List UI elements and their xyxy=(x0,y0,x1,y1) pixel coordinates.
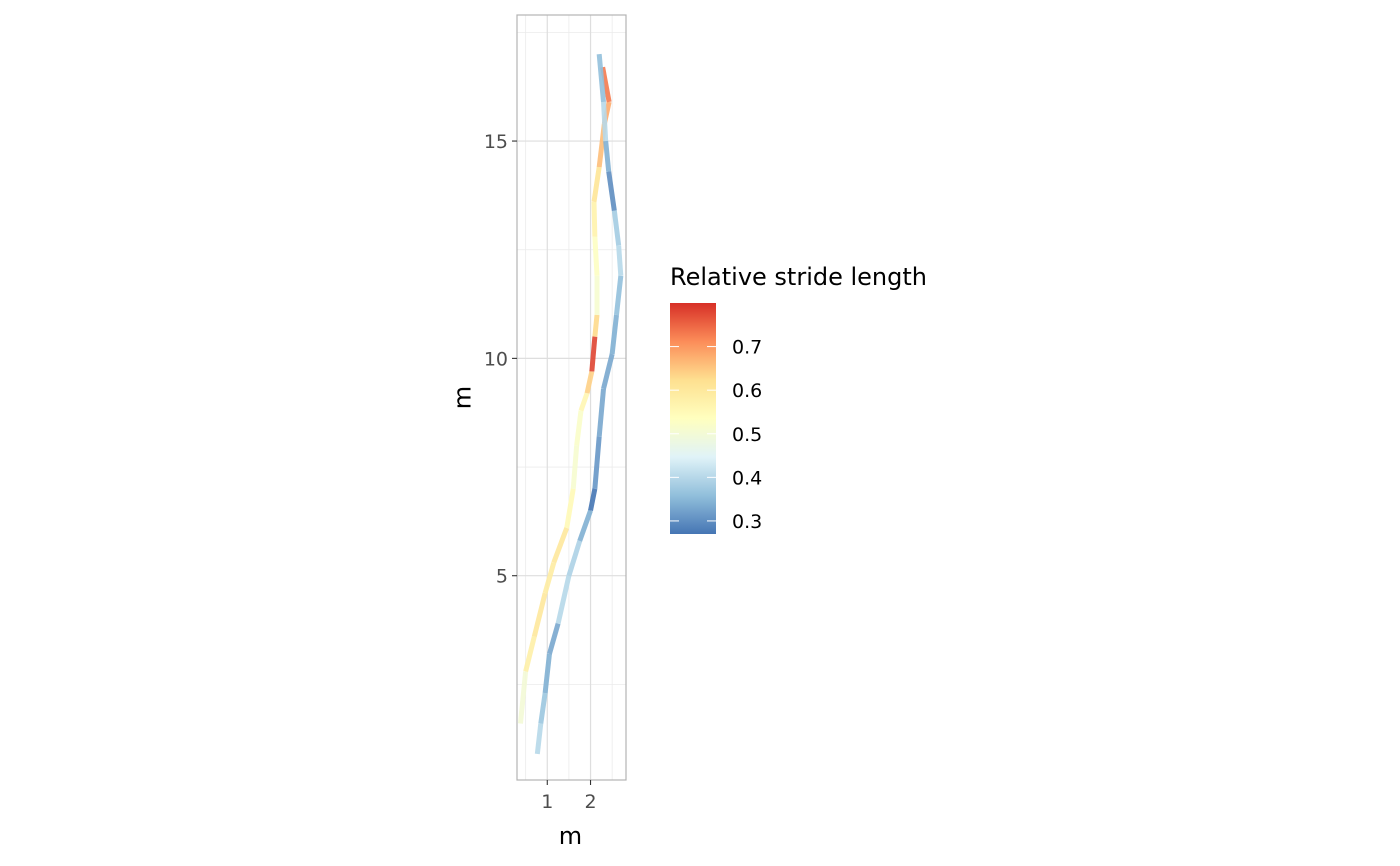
trackway-segment xyxy=(523,635,537,672)
trackway-segment xyxy=(542,653,552,694)
y-axis-ticks: 5 10 15 xyxy=(484,131,517,588)
legend-colorbar xyxy=(670,303,716,534)
x-tick-label: 2 xyxy=(584,791,596,813)
trackway-segment xyxy=(609,314,619,355)
y-tick-label: 15 xyxy=(484,131,508,153)
trackway-segment xyxy=(606,171,617,211)
trackway-segment xyxy=(538,692,548,724)
trackway-segment xyxy=(603,140,612,172)
trackway-segment xyxy=(592,236,600,276)
trackway-segment xyxy=(566,540,583,577)
y-axis-title: m xyxy=(448,386,476,409)
trackway-segment xyxy=(596,388,606,437)
legend-label: 0.3 xyxy=(732,511,762,533)
trackway-2 xyxy=(534,53,624,755)
trackway-segment xyxy=(613,275,624,316)
trackway-segment xyxy=(611,210,622,246)
legend-label: 0.6 xyxy=(732,380,762,402)
legend: Relative stride length 0.3 0.4 0.5 0.6 0.7 xyxy=(670,263,927,534)
panel-border xyxy=(516,14,627,781)
legend-label: 0.5 xyxy=(732,424,762,446)
trackway-segment xyxy=(591,201,598,237)
legend-ticks: 0.3 0.4 0.5 0.6 0.7 xyxy=(670,337,762,533)
legend-title: Relative stride length xyxy=(670,263,927,291)
trackway-1 xyxy=(517,66,612,724)
trackway-segment xyxy=(591,166,602,203)
x-axis-title: m xyxy=(559,822,582,850)
trackway-segment xyxy=(547,622,561,655)
trackway-segment xyxy=(589,336,598,372)
trackway-paths xyxy=(517,53,624,755)
legend-label: 0.7 xyxy=(732,337,762,359)
trackway-segment xyxy=(592,436,602,489)
trackway-segment xyxy=(584,370,595,394)
trackway-segment xyxy=(601,101,609,142)
trackway-segment xyxy=(542,561,557,594)
trackway-segment xyxy=(577,509,593,542)
trackway-segment xyxy=(564,488,576,529)
trackway-segment xyxy=(531,592,548,638)
x-tick-label: 1 xyxy=(541,791,553,813)
trackway-segment xyxy=(551,527,570,564)
trackway-segment xyxy=(578,392,590,412)
trackway-segment xyxy=(574,410,584,446)
trackway-segment xyxy=(592,314,600,337)
trackway-segment xyxy=(600,66,612,103)
legend-label: 0.4 xyxy=(732,467,762,489)
trackway-segment xyxy=(555,575,572,625)
trackway-segment xyxy=(570,445,580,489)
trackway-segment xyxy=(588,488,598,511)
trackway-segment xyxy=(601,353,615,390)
y-tick-label: 5 xyxy=(496,566,508,588)
y-tick-label: 10 xyxy=(484,348,508,370)
trackway-segment xyxy=(517,671,529,724)
trackway-segment xyxy=(596,53,606,103)
trackway-segment xyxy=(534,723,544,755)
trackway-segment xyxy=(616,245,624,276)
